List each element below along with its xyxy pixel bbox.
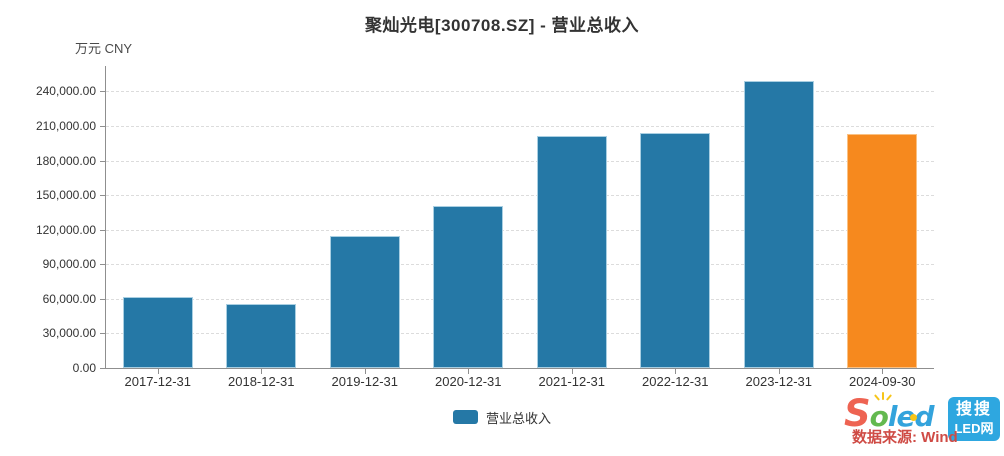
x-axis-label: 2022-12-31 — [642, 374, 709, 389]
x-axis-label: 2017-12-31 — [124, 374, 192, 389]
logo-letter: o — [869, 400, 889, 433]
x-axis-tick — [468, 368, 470, 374]
gridline — [106, 298, 934, 300]
logo-letter: S — [844, 392, 871, 435]
badge-line2: LED网 — [954, 421, 994, 436]
x-axis-tick — [364, 368, 366, 374]
legend-item[interactable]: 营业总收入 — [0, 408, 1004, 426]
y-axis-label: 210,000.00 — [35, 118, 96, 133]
y-axis-label: 60,000.00 — [42, 291, 96, 306]
soled-badge: 搜搜 LED网 — [948, 397, 1000, 441]
bulb-dot-icon — [910, 414, 917, 421]
y-axis-tick — [100, 195, 106, 197]
gridline — [106, 195, 934, 197]
gridline — [106, 125, 934, 127]
y-axis-tick — [100, 368, 106, 369]
x-axis-tick — [261, 368, 263, 374]
gridline — [106, 264, 934, 266]
y-axis-tick — [100, 160, 106, 162]
bar-2017-12-31[interactable] — [122, 296, 193, 368]
gridline — [106, 160, 934, 162]
x-axis-label: 2021-12-31 — [538, 374, 606, 389]
bar-2020-12-31[interactable] — [433, 205, 504, 368]
logo-letter: l — [887, 400, 898, 433]
y-axis-label: 90,000.00 — [42, 257, 96, 272]
y-axis-label: 0.00 — [72, 361, 96, 375]
x-axis-label: 2023-12-31 — [745, 374, 813, 389]
y-axis-label: 240,000.00 — [35, 84, 96, 99]
y-axis-tick — [100, 264, 106, 266]
x-axis-tick — [675, 368, 677, 374]
watermark: Soled 搜搜 LED网 数据来源: Wind — [844, 392, 1000, 454]
legend-label: 营业总收入 — [485, 410, 551, 426]
y-axis-tick — [100, 333, 106, 335]
x-axis-tick — [882, 368, 884, 374]
gridline — [106, 91, 934, 93]
y-axis-tick — [100, 91, 106, 93]
y-axis-tick — [100, 298, 106, 300]
soled-logo: Soled — [844, 392, 935, 444]
badge-line1: 搜搜 — [955, 401, 992, 418]
y-axis-tick — [100, 125, 106, 127]
x-axis-label: 2020-12-31 — [435, 374, 502, 389]
y-axis-unit-label: 万元 CNY — [75, 41, 133, 56]
logo-letter: e — [896, 400, 916, 433]
bar-2021-12-31[interactable] — [536, 135, 607, 368]
bar-2024-09-30[interactable] — [847, 134, 918, 368]
y-axis-label: 180,000.00 — [35, 153, 96, 168]
bar-2019-12-31[interactable] — [329, 235, 400, 368]
y-axis-labels: 0.00 30,000.00 60,000.00 90,000.00 120,000.0… — [0, 66, 96, 375]
bar-2023-12-31[interactable] — [743, 81, 814, 368]
data-source-text: 数据来源: Wind — [852, 429, 958, 446]
sun-rays-icon — [873, 392, 893, 401]
x-axis-label: 2019-12-31 — [331, 374, 399, 389]
gridline — [106, 333, 934, 335]
legend-swatch-icon — [452, 410, 478, 424]
y-axis-label: 30,000.00 — [42, 326, 96, 341]
bar-2018-12-31[interactable] — [226, 304, 297, 368]
plot-area: 2017-12-31 2018-12-31 2019-12-31 2020-12-31… — [100, 66, 934, 389]
x-axis-tick — [778, 368, 780, 374]
x-axis-label: 2024-09-30 — [849, 374, 916, 389]
gridline — [106, 229, 934, 231]
y-axis-label: 150,000.00 — [35, 188, 96, 203]
x-axis-label: 2018-12-31 — [228, 374, 295, 389]
logo-letter: d — [914, 400, 935, 433]
chart-title: 聚灿光电[300708.SZ] - 营业总收入 — [364, 16, 640, 35]
x-axis-tick — [157, 368, 159, 374]
x-axis-tick — [571, 368, 573, 374]
bar-2022-12-31[interactable] — [640, 133, 711, 368]
y-axis-label: 120,000.00 — [35, 222, 96, 237]
y-axis-tick — [100, 229, 106, 231]
